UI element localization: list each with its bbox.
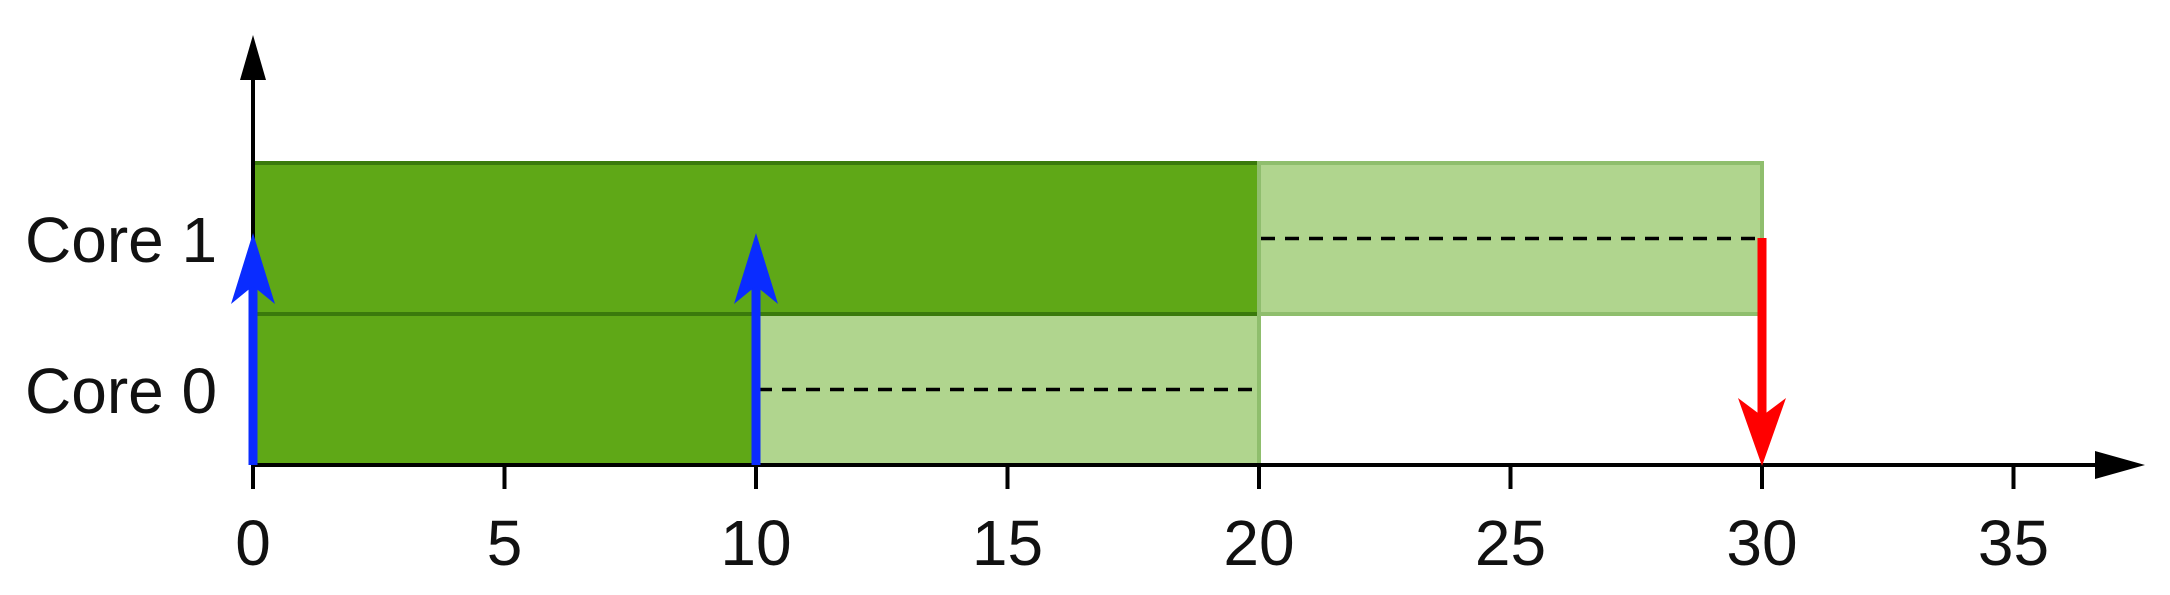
x-tick-label-35: 35 — [1978, 507, 2049, 579]
x-tick-label-15: 15 — [972, 507, 1043, 579]
arrival-arrowhead-0 — [231, 233, 275, 304]
deadline-arrowhead-0 — [1738, 398, 1786, 466]
x-tick-label-5: 5 — [487, 507, 523, 579]
executed-block-core-0-0 — [251, 312, 758, 467]
x-axis-arrowhead — [2095, 451, 2145, 479]
event-markers — [231, 233, 1786, 466]
row-label-core-1: Core 1 — [25, 204, 217, 276]
x-tick-label-20: 20 — [1223, 507, 1294, 579]
row-label-core-0: Core 0 — [25, 355, 217, 427]
x-tick-label-30: 30 — [1726, 507, 1797, 579]
task-blocks — [251, 161, 1764, 467]
row-labels: Core 0 Core 1 — [25, 204, 217, 427]
arrival-arrowhead-1 — [734, 233, 778, 304]
y-axis-arrowhead — [240, 35, 266, 80]
x-tick-label-25: 25 — [1475, 507, 1546, 579]
x-ticks: 0 5 10 15 20 25 30 35 — [235, 465, 2049, 579]
x-tick-label-10: 10 — [720, 507, 791, 579]
x-tick-label-0: 0 — [235, 507, 271, 579]
